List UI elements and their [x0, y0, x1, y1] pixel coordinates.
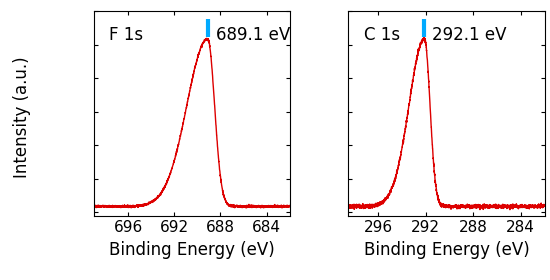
Text: 689.1 eV: 689.1 eV [216, 25, 290, 43]
Text: Intensity (a.u.): Intensity (a.u.) [13, 57, 31, 178]
X-axis label: Binding Energy (eV): Binding Energy (eV) [109, 241, 274, 259]
Text: 292.1 eV: 292.1 eV [432, 25, 507, 43]
Text: F 1s: F 1s [109, 25, 144, 43]
X-axis label: Binding Energy (eV): Binding Energy (eV) [364, 241, 529, 259]
Text: C 1s: C 1s [364, 25, 400, 43]
